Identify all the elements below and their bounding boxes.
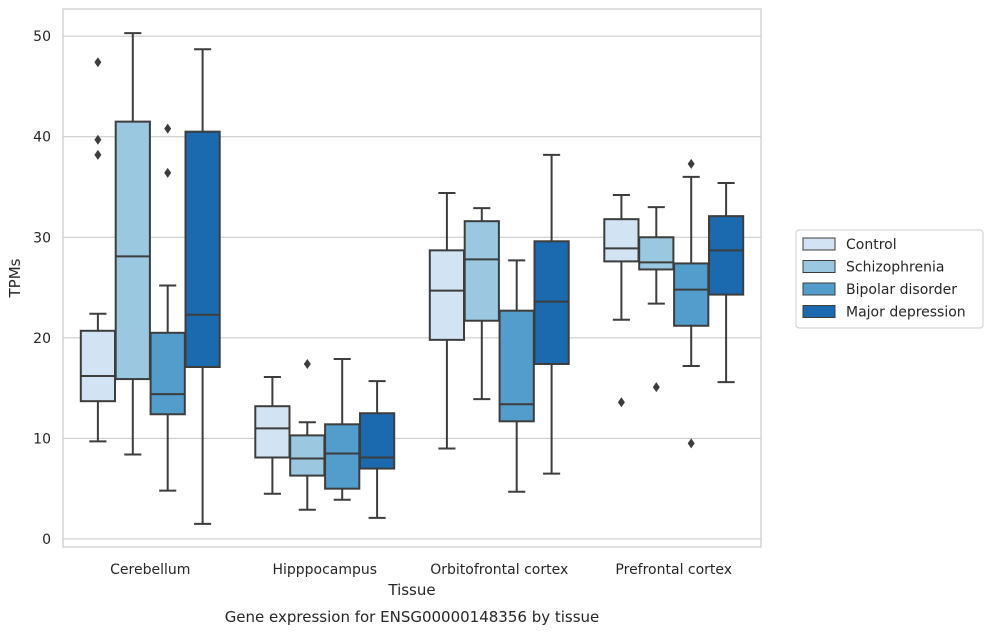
outlier-point bbox=[94, 134, 102, 145]
box-control-orbitofrontal-cortex bbox=[428, 192, 466, 450]
outlier-point bbox=[94, 57, 102, 68]
y-tick-label-30: 30 bbox=[33, 230, 51, 246]
outlier-point bbox=[687, 158, 695, 169]
legend: Control Schizophrenia Bipolar disorder Majo… bbox=[795, 229, 984, 329]
chart-caption: Gene expression for ENSG00000148356 by t… bbox=[225, 608, 600, 626]
legend-label-schizophrenia: Schizophrenia bbox=[846, 260, 944, 276]
legend-frame bbox=[795, 229, 984, 329]
legend-label-major-depression: Major depression bbox=[846, 305, 966, 321]
iqr-box bbox=[289, 434, 326, 477]
iqr-box bbox=[254, 405, 291, 459]
y-tick-label-40: 40 bbox=[33, 130, 51, 146]
box-control-prefrontal-cortex bbox=[603, 194, 640, 408]
boxes bbox=[79, 32, 745, 525]
outlier-point bbox=[687, 438, 695, 449]
outlier-point bbox=[303, 358, 311, 369]
outlier-point bbox=[617, 397, 625, 408]
y-tick-label-10: 10 bbox=[33, 431, 51, 447]
legend-label-control: Control bbox=[846, 237, 897, 253]
box-schizophrenia-hipppocampus bbox=[289, 358, 326, 511]
box-bipolar-disorder-hipppocampus bbox=[324, 357, 361, 501]
iqr-box bbox=[149, 331, 186, 416]
box-major-depression-prefrontal-cortex bbox=[707, 181, 745, 384]
iqr-box bbox=[428, 249, 466, 341]
box-major-depression-hipppocampus bbox=[358, 380, 396, 519]
box-control-hipppocampus bbox=[254, 376, 291, 495]
iqr-box bbox=[603, 218, 640, 263]
box-bipolar-disorder-cerebellum bbox=[149, 123, 186, 492]
x-axis-ticks: Cerebellum Hipppocampus Orbitofrontal cort… bbox=[110, 562, 732, 578]
y-axis-label: TPMs bbox=[6, 258, 24, 298]
x-axis-label: Tissue bbox=[387, 581, 435, 599]
plot-area-frame bbox=[62, 8, 762, 548]
legend-label-bipolar-disorder: Bipolar disorder bbox=[846, 282, 957, 298]
iqr-box bbox=[324, 423, 361, 490]
outlier-point bbox=[164, 123, 172, 134]
legend-swatch-major-depression bbox=[802, 305, 836, 318]
iqr-box bbox=[463, 220, 500, 322]
y-tick-label-50: 50 bbox=[33, 29, 51, 45]
box-major-depression-orbitofrontal-cortex bbox=[533, 153, 570, 475]
box-schizophrenia-orbitofrontal-cortex bbox=[463, 207, 500, 401]
box-schizophrenia-prefrontal-cortex bbox=[638, 206, 675, 393]
x-tick-label-cerebellum: Cerebellum bbox=[110, 562, 190, 578]
outlier-point bbox=[652, 382, 660, 393]
iqr-box bbox=[358, 412, 396, 470]
x-tick-label-orbitofrontal-cortex: Orbitofrontal cortex bbox=[430, 562, 568, 578]
iqr-box bbox=[533, 240, 570, 365]
legend-swatch-control bbox=[802, 237, 836, 251]
iqr-box bbox=[638, 236, 675, 271]
legend-swatch-schizophrenia bbox=[802, 260, 836, 273]
box-control-cerebellum bbox=[79, 57, 117, 443]
iqr-box bbox=[707, 215, 745, 296]
iqr-box bbox=[79, 329, 117, 403]
outlier-point bbox=[94, 149, 102, 160]
x-tick-label-hipppocampus: Hipppocampus bbox=[272, 562, 377, 578]
legend-swatch-bipolar-disorder bbox=[802, 282, 836, 296]
iqr-box bbox=[498, 309, 535, 423]
iqr-box bbox=[673, 262, 710, 327]
box-bipolar-disorder-prefrontal-cortex bbox=[673, 158, 710, 449]
box-bipolar-disorder-orbitofrontal-cortex bbox=[498, 259, 535, 493]
box-schizophrenia-cerebellum bbox=[114, 32, 151, 456]
y-tick-label-20: 20 bbox=[33, 331, 51, 347]
x-tick-label-prefrontal-cortex: Prefrontal cortex bbox=[615, 562, 732, 578]
y-axis-ticks: 0 10 20 30 40 50 bbox=[33, 29, 51, 548]
outlier-point bbox=[164, 167, 172, 178]
iqr-box bbox=[184, 130, 221, 368]
y-tick-label-0: 0 bbox=[42, 532, 51, 548]
iqr-box bbox=[114, 120, 151, 381]
box-major-depression-cerebellum bbox=[184, 48, 221, 525]
